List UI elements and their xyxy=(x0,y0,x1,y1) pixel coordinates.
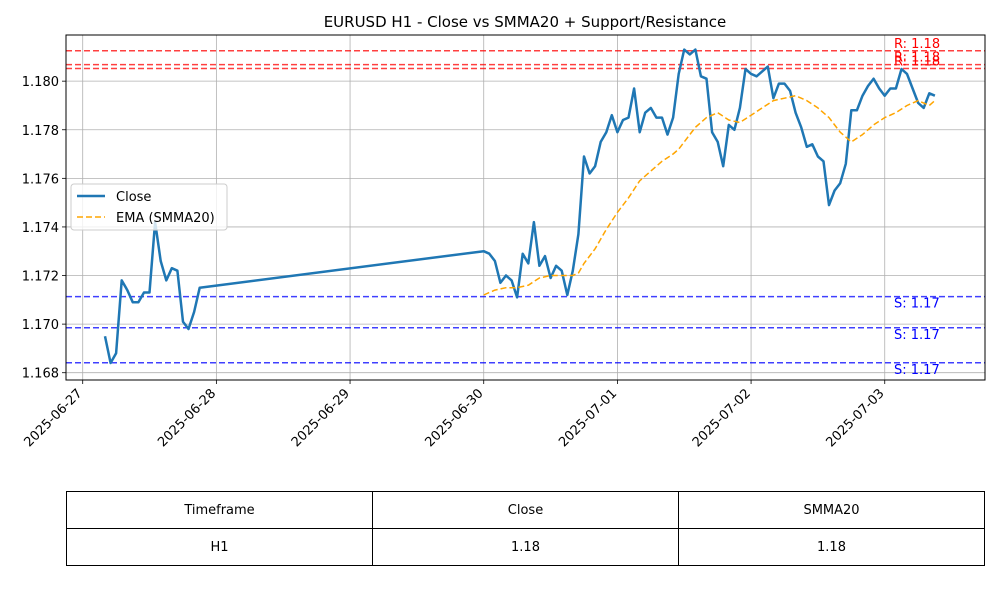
table-header-cell: Timeframe xyxy=(66,491,373,529)
table-header-cell: Close xyxy=(372,491,679,529)
price-chart: R: 1.18R: 1.18R: 1.18S: 1.17S: 1.17S: 1.… xyxy=(22,13,986,450)
y-tick-label: 1.180 xyxy=(22,75,59,90)
smma20-line xyxy=(483,94,936,296)
table-cell: 1.18 xyxy=(678,528,985,566)
x-tick-label: 2025-07-01 xyxy=(556,386,620,450)
y-tick-label: 1.172 xyxy=(22,270,59,285)
table-header-cell: SMMA20 xyxy=(678,491,985,529)
x-tick-label: 2025-07-02 xyxy=(690,386,754,450)
resistance-label: R: 1.18 xyxy=(894,37,940,52)
support-label: S: 1.17 xyxy=(894,363,940,378)
x-tick-label: 2025-07-03 xyxy=(824,386,888,450)
support-label: S: 1.17 xyxy=(894,328,940,343)
x-tick-label: 2025-06-29 xyxy=(289,386,353,450)
x-tick-label: 2025-06-30 xyxy=(423,386,487,450)
x-tick-label: 2025-06-27 xyxy=(22,386,86,450)
x-tick-label: 2025-06-28 xyxy=(155,386,219,450)
y-tick-label: 1.176 xyxy=(22,172,59,187)
legend-label-close: Close xyxy=(116,190,151,205)
table-cell: H1 xyxy=(66,528,373,566)
series xyxy=(103,48,936,365)
y-axis: 1.168 1.170 1.172 1.174 1.176 1.178 1.180 xyxy=(22,75,66,382)
plot-frame xyxy=(65,34,986,381)
table-header-row: Timeframe Close SMMA20 xyxy=(66,491,985,529)
support-label: S: 1.17 xyxy=(894,297,940,312)
resistance-label: R: 1.18 xyxy=(894,55,940,70)
legend-box xyxy=(70,183,228,231)
y-tick-label: 1.178 xyxy=(22,124,59,139)
resistance-label: R: 1.18 xyxy=(894,51,940,66)
y-tick-label: 1.174 xyxy=(22,221,59,236)
table-row: H1 1.18 1.18 xyxy=(66,528,985,566)
reference-labels: R: 1.18R: 1.18R: 1.18S: 1.17S: 1.17S: 1.… xyxy=(894,37,940,378)
x-axis: 2025-06-27 2025-06-28 2025-06-29 2025-06-30… xyxy=(22,380,888,450)
table-cell: 1.18 xyxy=(372,528,679,566)
summary-table: Timeframe Close SMMA20 H1 1.18 1.18 xyxy=(66,491,985,566)
y-tick-label: 1.170 xyxy=(22,318,59,333)
chart-title: EURUSD H1 - Close vs SMMA20 + Support/Re… xyxy=(324,13,727,31)
legend: Close EMA (SMMA20) xyxy=(70,183,228,231)
legend-label-ema: EMA (SMMA20) xyxy=(116,211,215,226)
close-price-line xyxy=(103,48,936,365)
reference-lines xyxy=(66,50,985,364)
y-tick-label: 1.168 xyxy=(22,367,59,382)
